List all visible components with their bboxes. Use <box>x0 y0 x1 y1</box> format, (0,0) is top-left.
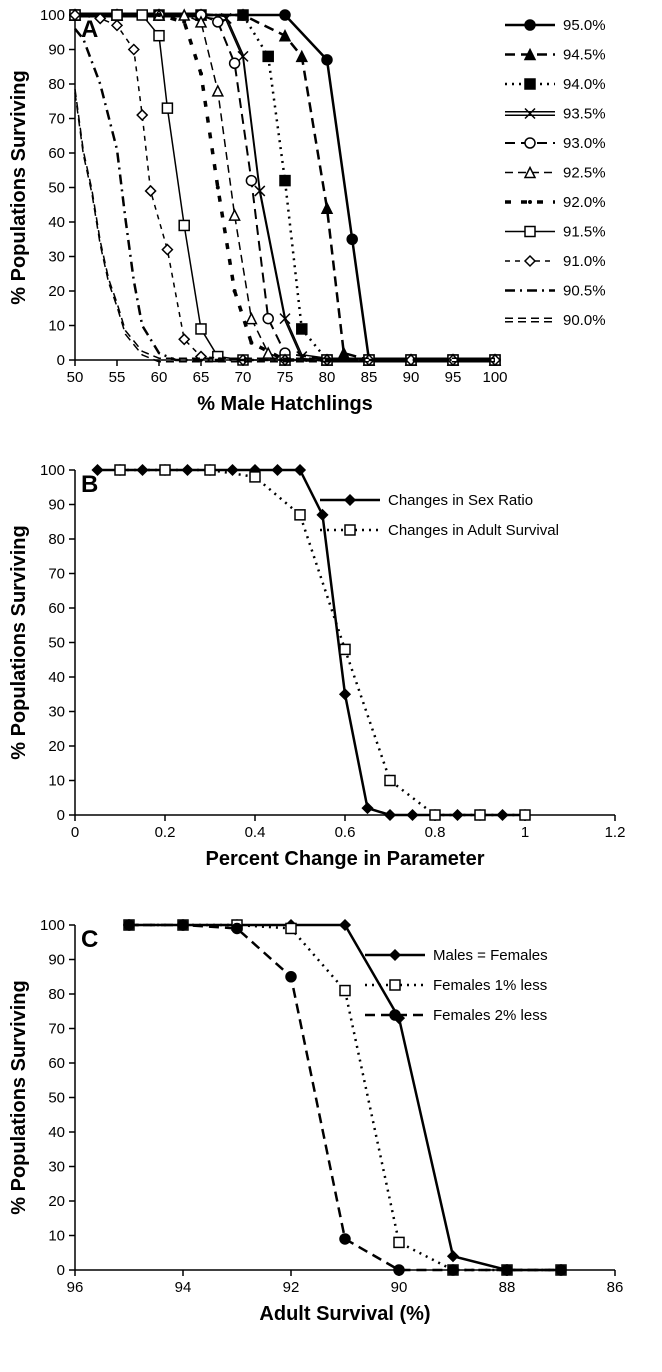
svg-text:60: 60 <box>48 1055 65 1072</box>
svg-text:10: 10 <box>48 318 65 335</box>
svg-text:80: 80 <box>48 986 65 1003</box>
svg-text:40: 40 <box>48 669 65 686</box>
svg-text:60: 60 <box>48 600 65 617</box>
panel-a-svg: 50 55 60 65 70 75 80 85 90 95 100 0 10 20 30 40 50 60 70 80… <box>0 0 662 455</box>
svg-text:0: 0 <box>57 352 65 369</box>
svg-text:91.5%: 91.5% <box>563 224 606 241</box>
svg-text:0: 0 <box>57 1262 65 1279</box>
svg-text:20: 20 <box>48 1193 65 1210</box>
svg-text:70: 70 <box>48 1021 65 1038</box>
svg-text:1: 1 <box>521 824 529 841</box>
svg-text:70: 70 <box>48 111 65 128</box>
svg-text:100: 100 <box>40 462 65 479</box>
panel-b: 0 0.2 0.4 0.6 0.8 1 1.2 0 10 20 30 40 50 60 70 80 90 100 P… <box>0 455 662 910</box>
svg-text:90: 90 <box>403 369 420 386</box>
svg-text:50: 50 <box>48 1090 65 1107</box>
svg-text:0.4: 0.4 <box>245 824 266 841</box>
svg-text:80: 80 <box>48 531 65 548</box>
svg-text:80: 80 <box>319 369 336 386</box>
svg-text:75: 75 <box>277 369 294 386</box>
svg-text:10: 10 <box>48 773 65 790</box>
svg-text:% Populations Surviving: % Populations Surviving <box>8 980 30 1214</box>
svg-text:90: 90 <box>391 1279 408 1296</box>
svg-text:90: 90 <box>48 497 65 514</box>
svg-text:0: 0 <box>71 824 79 841</box>
svg-text:95: 95 <box>445 369 462 386</box>
svg-text:80: 80 <box>48 76 65 93</box>
svg-text:Adult Survival (%): Adult Survival (%) <box>259 1303 430 1325</box>
svg-text:94.0%: 94.0% <box>563 76 606 93</box>
svg-text:100: 100 <box>482 369 507 386</box>
svg-text:91.0%: 91.0% <box>563 253 606 270</box>
svg-text:94.5%: 94.5% <box>563 47 606 64</box>
svg-text:93.0%: 93.0% <box>563 135 606 152</box>
svg-text:Males = Females: Males = Females <box>433 947 548 964</box>
svg-text:94: 94 <box>175 1279 192 1296</box>
svg-text:20: 20 <box>48 283 65 300</box>
figure: 5055606570758085909510001020304050607080… <box>0 0 662 1372</box>
svg-text:86: 86 <box>607 1279 624 1296</box>
svg-text:92.5%: 92.5% <box>563 165 606 182</box>
svg-text:100: 100 <box>40 917 65 934</box>
svg-text:30: 30 <box>48 249 65 266</box>
svg-text:92.0%: 92.0% <box>563 194 606 211</box>
svg-text:0.8: 0.8 <box>425 824 446 841</box>
svg-text:55: 55 <box>109 369 126 386</box>
svg-text:90: 90 <box>48 42 65 59</box>
svg-text:40: 40 <box>48 214 65 231</box>
svg-text:% Male Hatchlings: % Male Hatchlings <box>197 393 373 415</box>
panel-c-svg: 96 94 92 90 88 86 0 10 20 30 40 50 60 70 80 90 100 Adult … <box>0 910 662 1372</box>
svg-text:50: 50 <box>48 180 65 197</box>
svg-text:60: 60 <box>48 145 65 162</box>
svg-text:Percent Change in Parameter: Percent Change in Parameter <box>206 848 485 870</box>
svg-text:1.2: 1.2 <box>605 824 626 841</box>
panel-a: 50 55 60 65 70 75 80 85 90 95 100 0 10 20 30 40 50 60 70 80… <box>0 0 662 455</box>
svg-text:Females 2% less: Females 2% less <box>433 1007 547 1024</box>
svg-text:85: 85 <box>361 369 378 386</box>
svg-text:50: 50 <box>48 635 65 652</box>
svg-text:30: 30 <box>48 704 65 721</box>
svg-text:Changes in Sex Ratio: Changes in Sex Ratio <box>388 492 533 509</box>
svg-text:A: A <box>81 16 98 43</box>
svg-text:65: 65 <box>193 369 210 386</box>
svg-text:90: 90 <box>48 952 65 969</box>
svg-text:93.5%: 93.5% <box>563 106 606 123</box>
svg-text:100: 100 <box>40 7 65 24</box>
svg-text:96: 96 <box>67 1279 84 1296</box>
svg-text:0.2: 0.2 <box>155 824 176 841</box>
panel-b-svg: 0 0.2 0.4 0.6 0.8 1 1.2 0 10 20 30 40 50 60 70 80 90 100 P… <box>0 455 662 910</box>
svg-text:C: C <box>81 926 98 953</box>
svg-text:0: 0 <box>57 807 65 824</box>
svg-text:90.5%: 90.5% <box>563 283 606 300</box>
svg-text:60: 60 <box>151 369 168 386</box>
svg-text:10: 10 <box>48 1228 65 1245</box>
svg-text:92: 92 <box>283 1279 300 1296</box>
svg-text:B: B <box>81 471 98 498</box>
panel-c: 96 94 92 90 88 86 0 10 20 30 40 50 60 70 80 90 100 Adult … <box>0 910 662 1372</box>
svg-text:95.0%: 95.0% <box>563 17 606 34</box>
svg-text:Changes in Adult Survival: Changes in Adult Survival <box>388 522 559 539</box>
svg-text:Females 1% less: Females 1% less <box>433 977 547 994</box>
svg-text:% Populations Surviving: % Populations Surviving <box>8 525 30 759</box>
svg-text:30: 30 <box>48 1159 65 1176</box>
svg-text:70: 70 <box>235 369 252 386</box>
svg-text:88: 88 <box>499 1279 516 1296</box>
svg-text:70: 70 <box>48 566 65 583</box>
svg-text:40: 40 <box>48 1124 65 1141</box>
svg-text:50: 50 <box>67 369 84 386</box>
svg-text:90.0%: 90.0% <box>563 312 606 329</box>
svg-text:0.6: 0.6 <box>335 824 356 841</box>
svg-text:20: 20 <box>48 738 65 755</box>
svg-text:% Populations Surviving: % Populations Surviving <box>8 70 30 304</box>
